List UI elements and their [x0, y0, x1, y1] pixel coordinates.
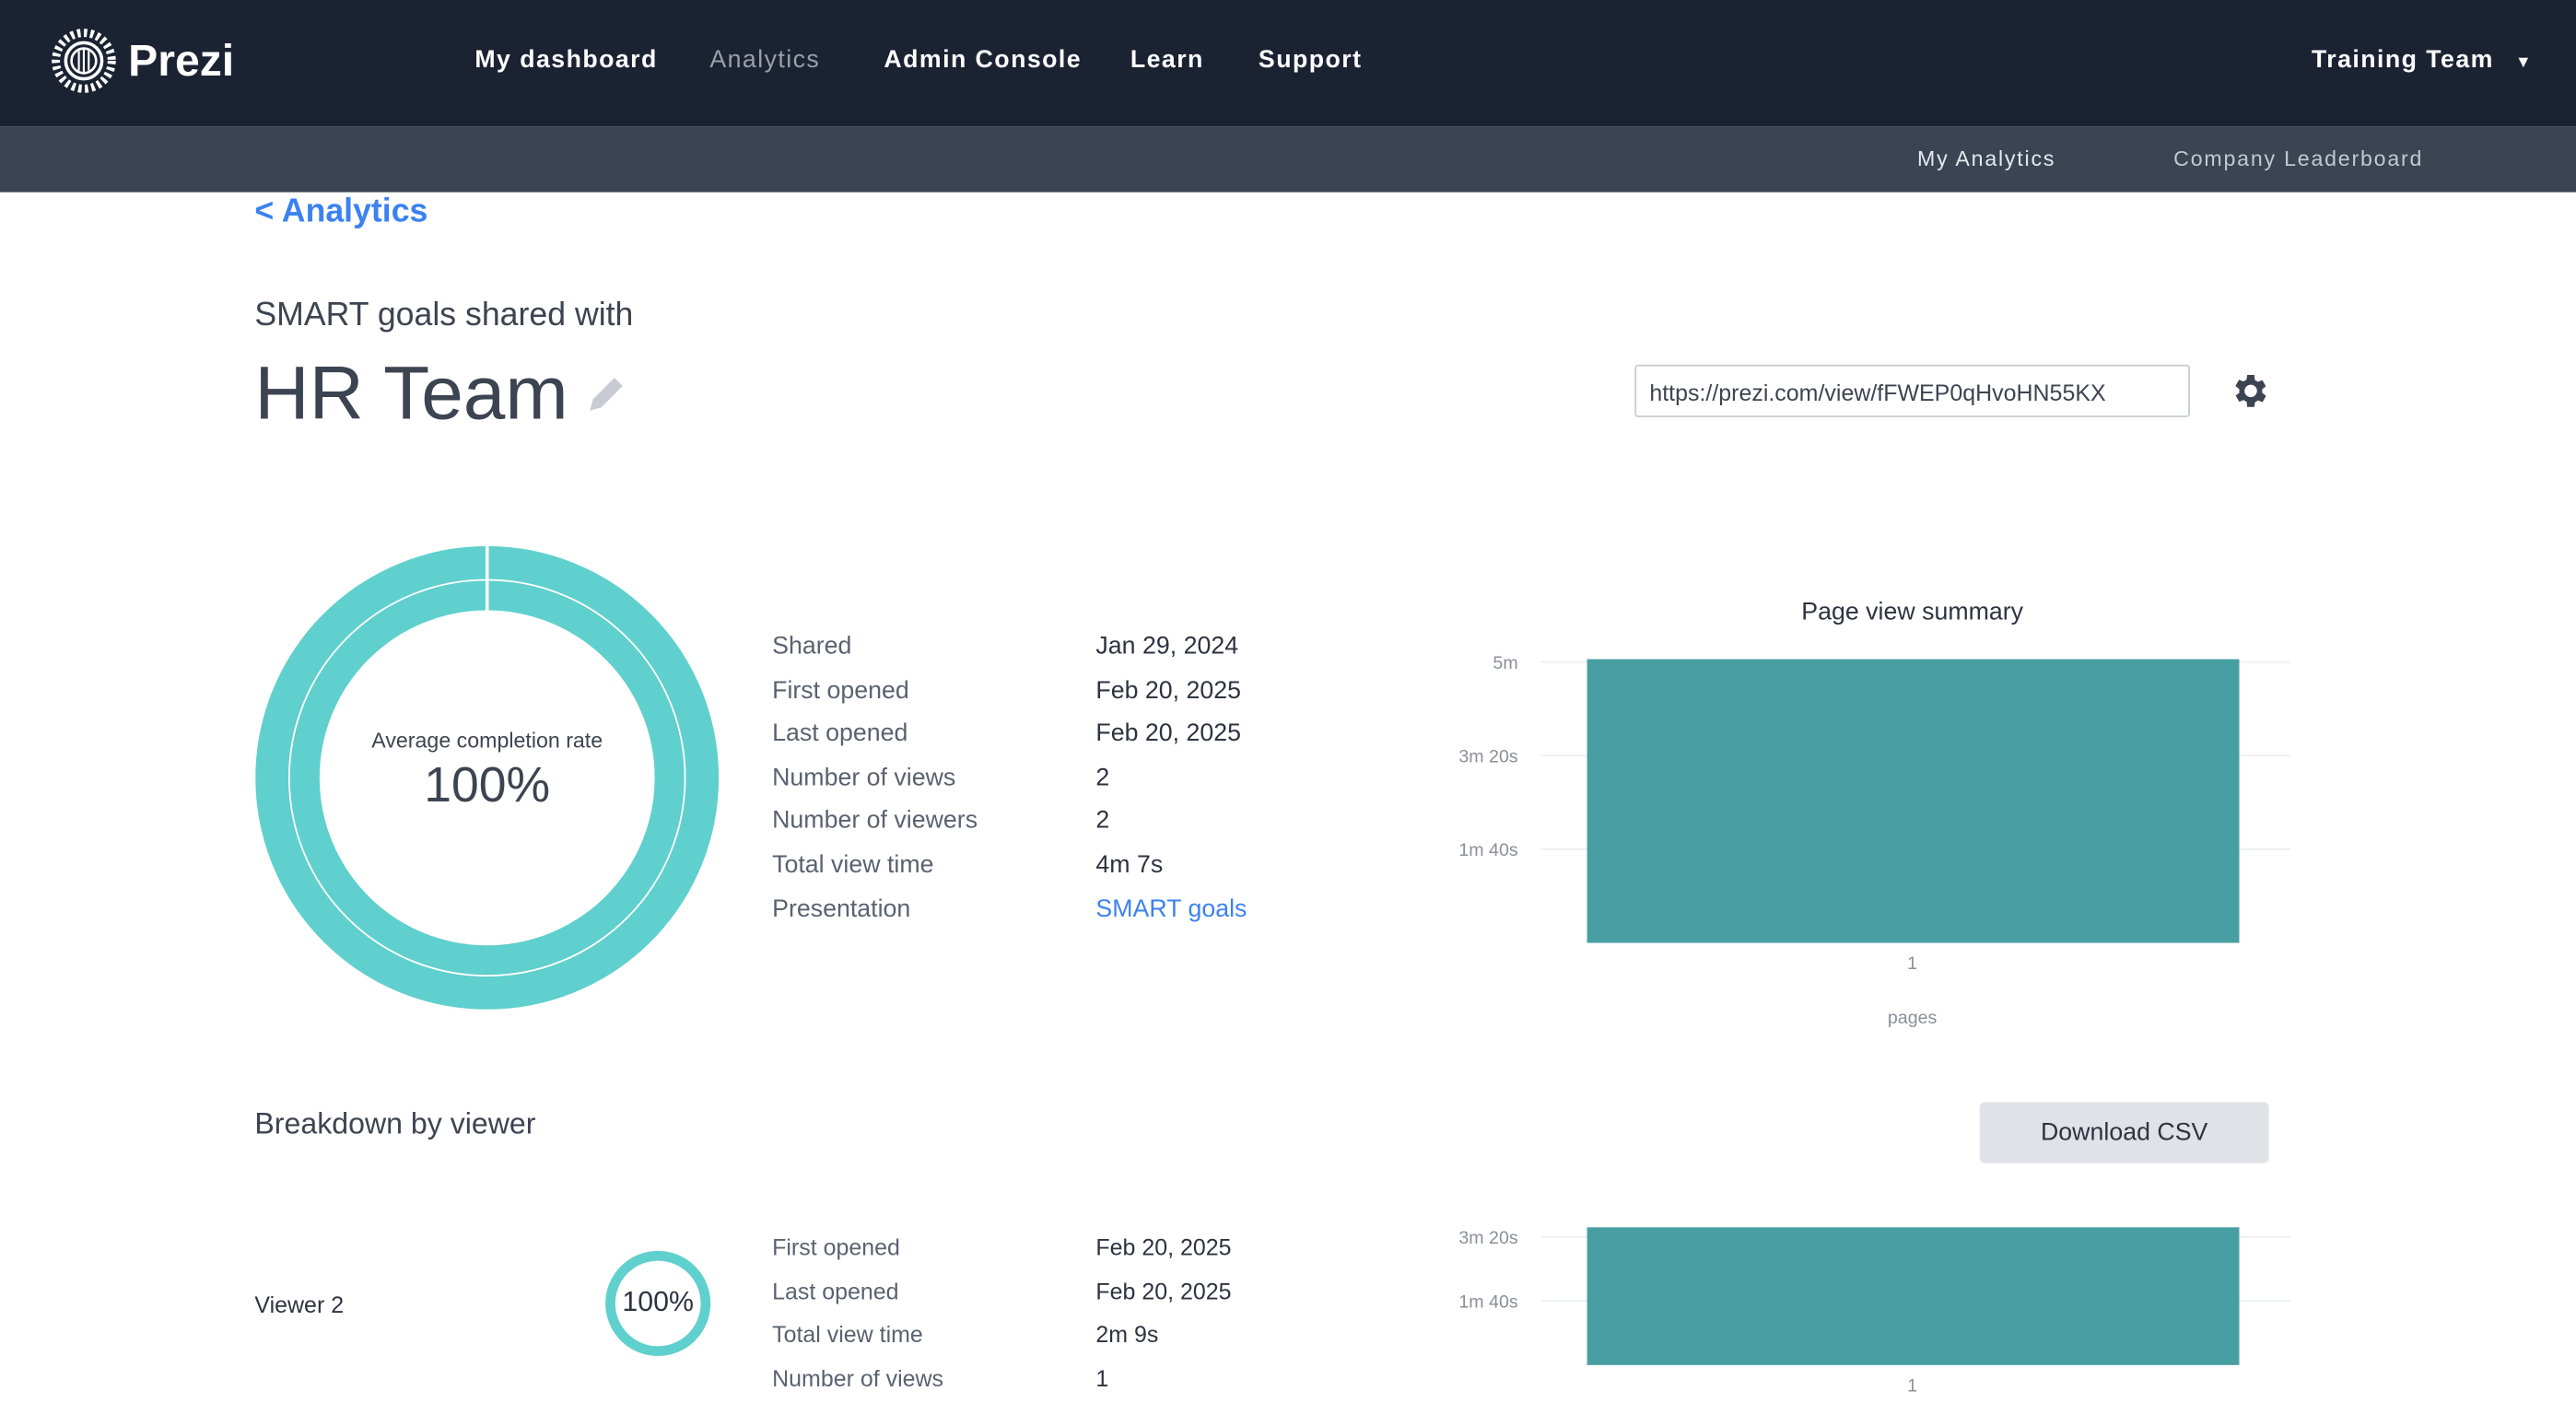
viewer-stat-label: Total view time	[772, 1320, 923, 1348]
completion-donut	[255, 545, 720, 1010]
viewer-stat-label: First opened	[772, 1233, 900, 1260]
prezi-logo-icon	[52, 29, 116, 93]
page-subtitle: SMART goals shared with	[254, 297, 634, 333]
page-view-chart: 1m 40s 3m 20s 5m 1	[1458, 653, 2290, 974]
prezi-logo[interactable]: Prezi	[49, 27, 234, 96]
download-csv-button[interactable]: Download CSV	[1979, 1102, 2269, 1163]
stat-label: Number of viewers	[772, 807, 978, 836]
viewer-completion-value: 100%	[622, 1286, 694, 1318]
y-tick-label: 1m 40s	[1458, 840, 1518, 860]
breakdown-title: Breakdown by viewer	[254, 1106, 536, 1140]
viewer-stat-label: Last opened	[772, 1277, 899, 1303]
edit-pencil-icon[interactable]	[583, 371, 629, 417]
tab-company-leaderboard[interactable]: Company Leaderboard	[2173, 146, 2424, 171]
nav-admin-console[interactable]: Admin Console	[884, 45, 1083, 75]
y-tick-label: 1m 40s	[1458, 1292, 1518, 1312]
stat-value: Feb 20, 2025	[1095, 675, 1242, 705]
donut-value: 100%	[424, 758, 551, 813]
y-tick-label: 3m 20s	[1458, 746, 1518, 766]
x-tick-label: 1	[1907, 1375, 1917, 1396]
stat-value: 2	[1095, 807, 1110, 836]
x-axis-label: pages	[1887, 1008, 1938, 1029]
y-tick-label: 5m	[1493, 653, 1517, 673]
viewer-page-view-chart: 1m 40s 3m 20s 1	[1458, 1227, 2290, 1396]
stat-label: Last opened	[772, 719, 908, 748]
sub-navbar	[0, 126, 2576, 193]
tab-my-analytics[interactable]: My Analytics	[1916, 146, 2056, 171]
page-title: HR Team	[254, 349, 568, 436]
back-to-analytics-link[interactable]: < Analytics	[254, 193, 428, 230]
stat-value: 2	[1095, 763, 1110, 792]
x-tick-label: 1	[1907, 953, 1917, 974]
stat-value: Jan 29, 2024	[1095, 632, 1239, 660]
stat-label: Number of views	[772, 763, 956, 792]
y-tick-label: 3m 20s	[1458, 1228, 1518, 1248]
share-url-field[interactable]: https://prezi.com/view/fFWEP0qHvoHN55KX	[1634, 364, 2191, 417]
stat-label: Total view time	[772, 850, 934, 880]
nav-my-dashboard[interactable]: My dashboard	[474, 45, 658, 75]
team-menu[interactable]: Training Team ▼	[2312, 46, 2533, 74]
viewer-stat-value: 1	[1095, 1363, 1109, 1391]
presentation-link[interactable]: SMART goals	[1095, 894, 1247, 923]
viewer-stat-label: Number of views	[772, 1363, 944, 1391]
gear-icon[interactable]	[2230, 369, 2272, 412]
caret-down-icon: ▼	[2514, 53, 2534, 73]
nav-learn[interactable]: Learn	[1130, 45, 1204, 75]
viewer-stat-value: 2m 9s	[1095, 1320, 1159, 1348]
top-navbar: Prezi My dashboard Analytics Admin Conso…	[0, 0, 2576, 127]
viewer-completion-ring	[605, 1250, 711, 1357]
stat-label: Presentation	[772, 894, 911, 923]
stat-label: First opened	[772, 675, 909, 705]
stat-value: Feb 20, 2025	[1095, 719, 1242, 748]
donut-label: Average completion rate	[371, 727, 603, 753]
chart-title: Page view summary	[1801, 598, 2024, 626]
brand-name: Prezi	[128, 35, 235, 85]
bar[interactable]	[1587, 659, 2240, 943]
team-name: Training Team	[2311, 45, 2494, 75]
viewer-stat-value: Feb 20, 2025	[1095, 1233, 1232, 1260]
viewer-stat-value: Feb 20, 2025	[1095, 1277, 1232, 1303]
nav-analytics[interactable]: Analytics	[709, 45, 821, 75]
nav-support[interactable]: Support	[1258, 45, 1363, 75]
stat-value: 4m 7s	[1095, 850, 1164, 880]
viewer-name: Viewer 2	[254, 1291, 345, 1318]
bar[interactable]	[1587, 1227, 2240, 1365]
stat-label: Shared	[772, 632, 852, 660]
